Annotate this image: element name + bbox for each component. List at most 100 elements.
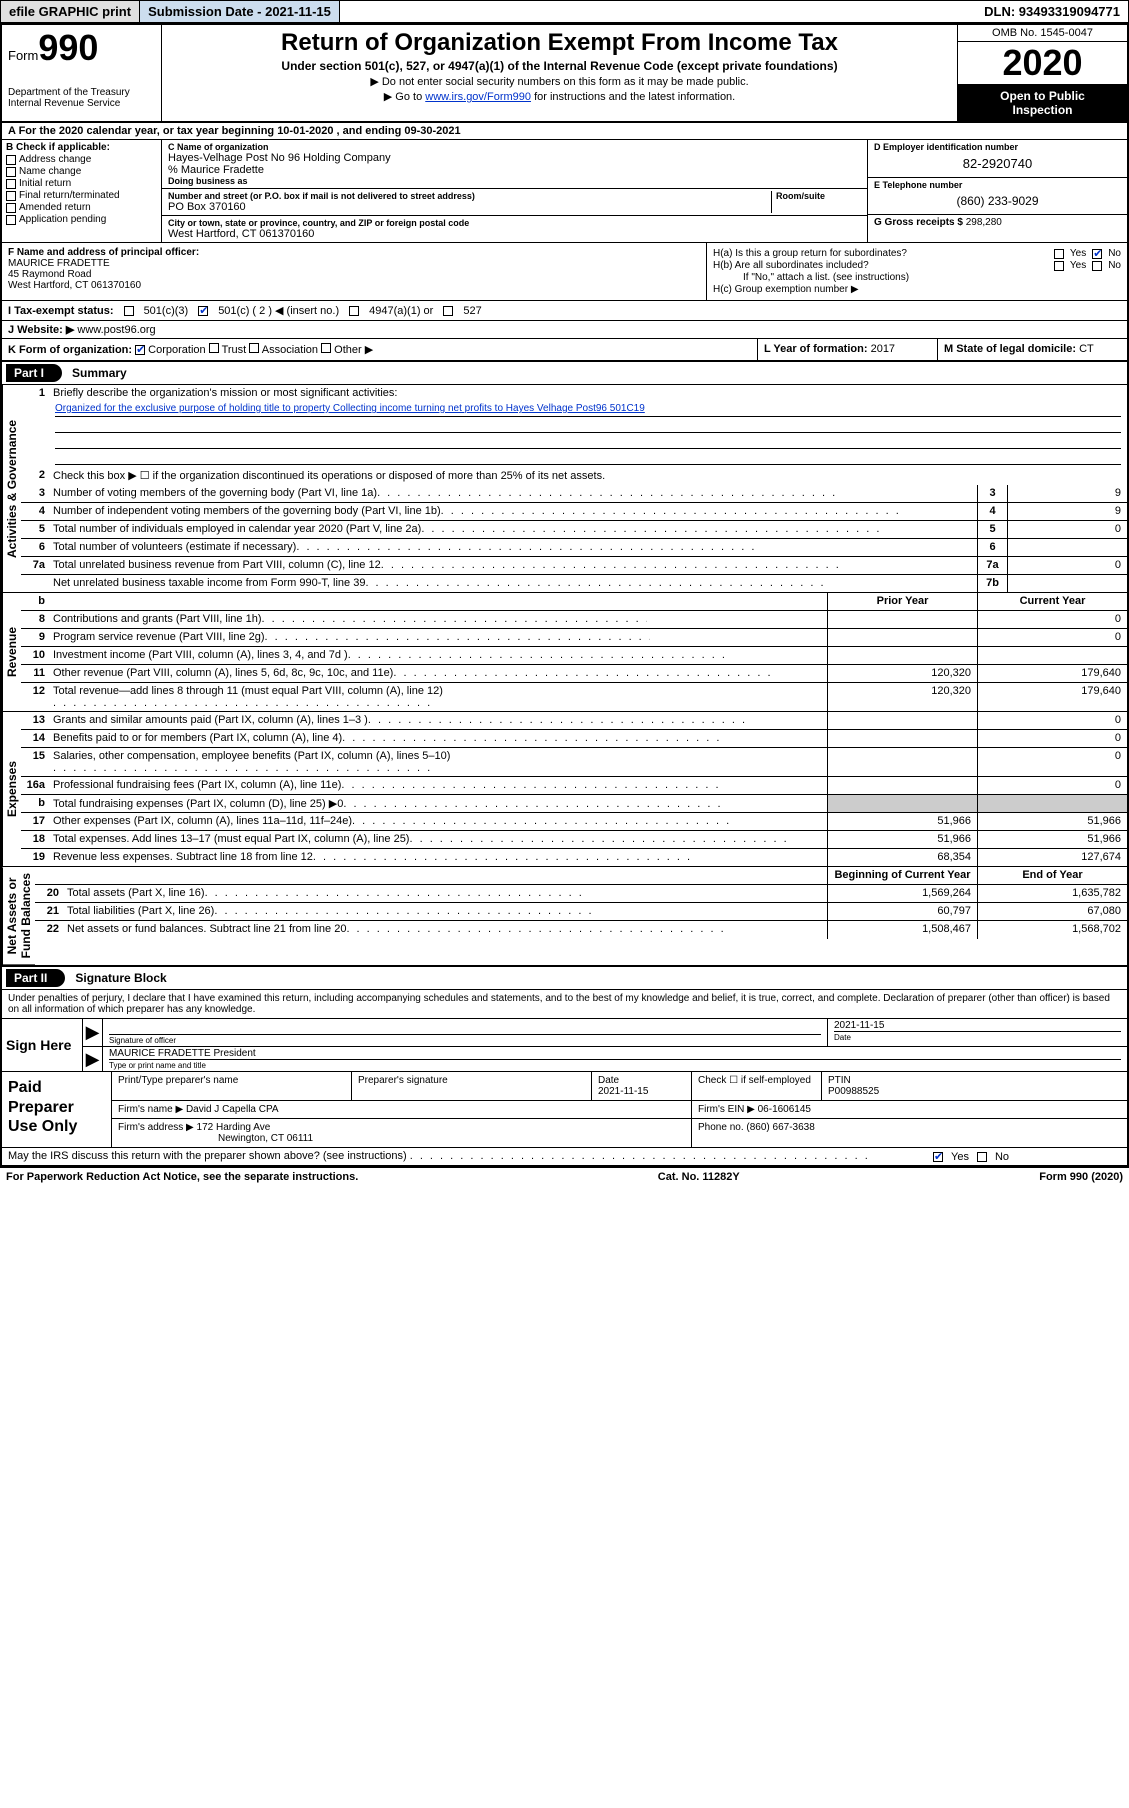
name-title-label: Type or print name and title xyxy=(109,1059,1121,1070)
mission-label: Briefly describe the organization's miss… xyxy=(49,385,1127,403)
line-2-text: Check this box ▶ ☐ if the organization d… xyxy=(49,467,1127,485)
vtab-net-assets: Net Assets or Fund Balances xyxy=(2,867,35,965)
summary-line: Net unrelated business taxable income fr… xyxy=(21,575,1127,593)
arrow-icon: ▶ xyxy=(83,1019,103,1046)
checkbox-discuss-no[interactable] xyxy=(977,1152,987,1162)
checkbox-4947[interactable] xyxy=(349,306,359,316)
org-name: Hayes-Velhage Post No 96 Holding Company xyxy=(168,152,861,164)
checkbox-hb-yes[interactable] xyxy=(1054,261,1064,271)
checkbox-hb-no[interactable] xyxy=(1092,261,1102,271)
discuss-row: May the IRS discuss this return with the… xyxy=(2,1148,1127,1166)
vtab-expenses: Expenses xyxy=(2,712,21,867)
irs-label: Internal Revenue Service xyxy=(8,98,155,109)
revenue-line: 12Total revenue—add lines 8 through 11 (… xyxy=(21,683,1127,712)
preparer-date: 2021-11-15 xyxy=(598,1086,685,1097)
form-title: Return of Organization Exempt From Incom… xyxy=(170,29,949,57)
website-row: J Website: ▶ www.post96.org xyxy=(2,321,1127,339)
summary-section: Activities & Governance 1 Briefly descri… xyxy=(2,385,1127,593)
form-number-box: Form990 Department of the Treasury Inter… xyxy=(2,25,162,121)
state-domicile: CT xyxy=(1079,343,1094,355)
paid-preparer-block: Paid Preparer Use Only Print/Type prepar… xyxy=(2,1072,1127,1148)
officer-addr1: 45 Raymond Road xyxy=(8,269,700,280)
vtab-governance: Activities & Governance xyxy=(2,385,21,593)
col-current-year: Current Year xyxy=(977,593,1127,610)
preparer-sig-hdr: Preparer's signature xyxy=(352,1072,592,1100)
sig-officer-label: Signature of officer xyxy=(109,1034,821,1045)
col-begin-year: Beginning of Current Year xyxy=(827,867,977,884)
form-title-box: Return of Organization Exempt From Incom… xyxy=(162,25,957,121)
checkbox-amended[interactable] xyxy=(6,203,16,213)
officer-addr2: West Hartford, CT 061370160 xyxy=(8,280,700,291)
officer-name: MAURICE FRADETTE xyxy=(8,258,700,269)
principal-officer-row: F Name and address of principal officer:… xyxy=(2,243,1127,301)
part-1-title: Summary xyxy=(66,364,133,382)
omb-number: OMB No. 1545-0047 xyxy=(958,25,1127,42)
col-end-year: End of Year xyxy=(977,867,1127,884)
top-menu-bar: efile GRAPHIC print Submission Date - 20… xyxy=(0,0,1129,23)
open-to-public: Open to Public Inspection xyxy=(958,85,1127,121)
filing-info-grid: B Check if applicable: Address change Na… xyxy=(2,140,1127,243)
menu-submission-date[interactable]: Submission Date - 2021-11-15 xyxy=(140,1,340,22)
expense-line: 14Benefits paid to or for members (Part … xyxy=(21,730,1127,748)
checkbox-app-pending[interactable] xyxy=(6,215,16,225)
checkbox-address-change[interactable] xyxy=(6,155,16,165)
checkbox-final-return[interactable] xyxy=(6,191,16,201)
checkbox-discuss-yes[interactable] xyxy=(933,1152,943,1162)
form-org-row: K Form of organization: Corporation Trus… xyxy=(2,339,1127,362)
summary-line: 5Total number of individuals employed in… xyxy=(21,521,1127,539)
checkbox-501c3[interactable] xyxy=(124,306,134,316)
dln-label: DLN: 93493319094771 xyxy=(976,1,1128,22)
year-formation: 2017 xyxy=(871,343,895,355)
box-c-name-address: C Name of organization Hayes-Velhage Pos… xyxy=(162,140,867,242)
checkbox-trust[interactable] xyxy=(209,343,219,353)
paid-preparer-label: Paid Preparer Use Only xyxy=(2,1072,112,1147)
net-assets-line: 22Net assets or fund balances. Subtract … xyxy=(35,921,1127,939)
part-1-label: Part I xyxy=(6,364,62,382)
form-number: 990 xyxy=(38,27,98,68)
checkbox-527[interactable] xyxy=(443,306,453,316)
col-prior-year: Prior Year xyxy=(827,593,977,610)
firm-phone: (860) 667-3638 xyxy=(746,1122,814,1133)
sig-date-value: 2021-11-15 xyxy=(834,1020,1121,1031)
part-2-header: Part II Signature Block xyxy=(2,967,1127,990)
care-of: % Maurice Fradette xyxy=(168,164,861,176)
section-a-tax-year: A For the 2020 calendar year, or tax yea… xyxy=(2,123,1127,140)
form-note-ssn: ▶ Do not enter social security numbers o… xyxy=(170,75,949,88)
preparer-name-hdr: Print/Type preparer's name xyxy=(112,1072,352,1100)
form-subtitle: Under section 501(c), 527, or 4947(a)(1)… xyxy=(170,59,949,73)
ein-value: 82-2920740 xyxy=(874,152,1121,175)
expense-line: 17Other expenses (Part IX, column (A), l… xyxy=(21,813,1127,831)
checkbox-assoc[interactable] xyxy=(249,343,259,353)
checkbox-ha-no[interactable] xyxy=(1092,249,1102,259)
gross-receipts: 298,280 xyxy=(966,217,1002,228)
vtab-revenue: Revenue xyxy=(2,593,21,712)
checkbox-name-change[interactable] xyxy=(6,167,16,177)
firm-addr1: 172 Harding Ave xyxy=(197,1122,271,1133)
checkbox-ha-yes[interactable] xyxy=(1054,249,1064,259)
sign-here-block: Sign Here ▶ Signature of officer 2021-11… xyxy=(2,1019,1127,1072)
city-state-zip: West Hartford, CT 061370160 xyxy=(168,228,861,240)
expense-line: 13Grants and similar amounts paid (Part … xyxy=(21,712,1127,730)
menu-efile[interactable]: efile GRAPHIC print xyxy=(1,1,140,22)
phone-value: (860) 233-9029 xyxy=(874,190,1121,212)
revenue-line: 8Contributions and grants (Part VIII, li… xyxy=(21,611,1127,629)
firm-addr2: Newington, CT 06111 xyxy=(118,1133,685,1144)
revenue-line: 11Other revenue (Part VIII, column (A), … xyxy=(21,665,1127,683)
tax-exempt-row: I Tax-exempt status: 501(c)(3) 501(c) ( … xyxy=(2,301,1127,321)
net-assets-line: 21Total liabilities (Part X, line 26)60,… xyxy=(35,903,1127,921)
summary-line: 6Total number of volunteers (estimate if… xyxy=(21,539,1127,557)
street-address: PO Box 370160 xyxy=(168,201,771,213)
page-footer: For Paperwork Reduction Act Notice, see … xyxy=(0,1168,1129,1186)
revenue-line: 10Investment income (Part VIII, column (… xyxy=(21,647,1127,665)
summary-line: 4Number of independent voting members of… xyxy=(21,503,1127,521)
checkbox-501c[interactable] xyxy=(198,306,208,316)
part-2-title: Signature Block xyxy=(69,969,172,987)
irs-link[interactable]: www.irs.gov/Form990 xyxy=(425,91,531,103)
box-defg-right: D Employer identification number 82-2920… xyxy=(867,140,1127,242)
dept-treasury: Department of the Treasury xyxy=(8,87,155,98)
checkbox-other[interactable] xyxy=(321,343,331,353)
checkbox-initial-return[interactable] xyxy=(6,179,16,189)
checkbox-corp[interactable] xyxy=(135,345,145,355)
expense-line: bTotal fundraising expenses (Part IX, co… xyxy=(21,795,1127,813)
officer-name-title: MAURICE FRADETTE President xyxy=(109,1048,1121,1059)
